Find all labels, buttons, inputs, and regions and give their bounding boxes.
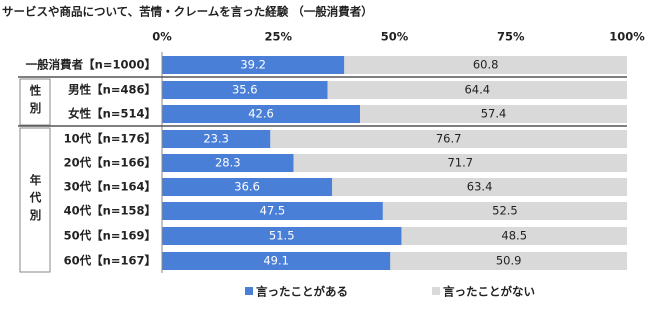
category-label: 女性【n=514】 bbox=[68, 107, 156, 121]
category-label: 20代【n=166】 bbox=[64, 156, 156, 170]
legend-label: 言ったことがない bbox=[443, 285, 535, 299]
value-label: 51.5 bbox=[269, 229, 295, 243]
bar bbox=[162, 252, 391, 270]
value-label: 23.3 bbox=[203, 132, 229, 146]
value-label: 28.3 bbox=[215, 156, 241, 170]
category-label: 40代【n=158】 bbox=[64, 204, 156, 218]
legend-label: 言ったことがある bbox=[256, 285, 348, 299]
x-tick-label: 100% bbox=[609, 30, 645, 44]
bar bbox=[162, 178, 333, 196]
bar bbox=[344, 56, 627, 74]
value-label: 42.6 bbox=[248, 107, 274, 121]
bar bbox=[162, 81, 328, 99]
value-label: 63.4 bbox=[467, 180, 493, 194]
value-label: 52.5 bbox=[492, 204, 518, 218]
legend-swatch bbox=[432, 287, 440, 295]
bar bbox=[162, 105, 361, 123]
bar bbox=[162, 56, 345, 74]
value-label: 71.7 bbox=[447, 156, 473, 170]
value-label: 36.6 bbox=[234, 180, 260, 194]
group-box bbox=[19, 78, 51, 126]
bar bbox=[293, 154, 627, 172]
chart-title: サービスや商品について、苦情・クレームを言った経験 （一般消費者） bbox=[2, 5, 373, 19]
category-label: 30代【n=164】 bbox=[64, 180, 156, 194]
value-label: 76.7 bbox=[436, 132, 462, 146]
value-label: 57.4 bbox=[481, 107, 507, 121]
bar bbox=[270, 130, 627, 148]
value-label: 60.8 bbox=[473, 58, 499, 72]
bar bbox=[401, 227, 627, 245]
value-label: 50.9 bbox=[496, 254, 522, 268]
category-label: 男性【n=486】 bbox=[68, 83, 156, 97]
group-label: 年代別 bbox=[29, 173, 43, 226]
bar bbox=[162, 227, 402, 245]
bar bbox=[162, 130, 271, 148]
bar bbox=[382, 202, 627, 220]
category-label: 一般消費者【n=1000】 bbox=[26, 58, 156, 72]
bar bbox=[332, 178, 627, 196]
value-label: 49.1 bbox=[263, 254, 289, 268]
bar bbox=[162, 202, 383, 220]
value-label: 39.2 bbox=[240, 58, 266, 72]
bar bbox=[162, 154, 294, 172]
x-tick-label: 50% bbox=[381, 30, 409, 44]
category-label: 60代【n=167】 bbox=[64, 254, 156, 268]
value-label: 35.6 bbox=[232, 83, 258, 97]
value-label: 47.5 bbox=[260, 204, 286, 218]
group-box bbox=[19, 127, 51, 273]
bar bbox=[390, 252, 627, 270]
legend-swatch bbox=[245, 287, 253, 295]
x-tick-label: 0% bbox=[152, 30, 172, 44]
category-label: 10代【n=176】 bbox=[64, 132, 156, 146]
value-label: 64.4 bbox=[464, 83, 490, 97]
value-label: 48.5 bbox=[501, 229, 527, 243]
category-label: 50代【n=169】 bbox=[64, 229, 156, 243]
x-tick-label: 75% bbox=[497, 30, 525, 44]
bar bbox=[327, 81, 627, 99]
bar bbox=[360, 105, 627, 123]
group-label: 性別 bbox=[29, 84, 43, 120]
x-tick-label: 25% bbox=[264, 30, 292, 44]
